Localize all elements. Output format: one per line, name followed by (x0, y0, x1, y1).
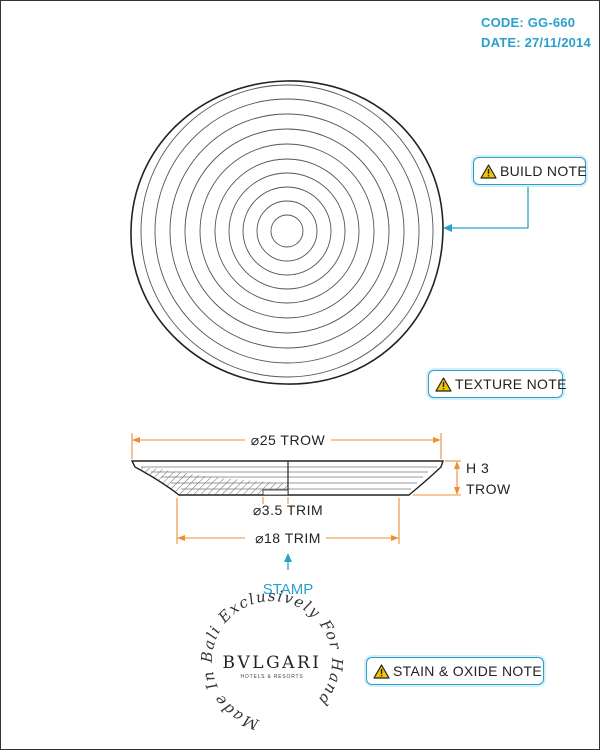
stamp-graphic: Made In Bali Exclusively For Hand BVLGAR… (198, 587, 345, 734)
build-note-label: BUILD NOTE (500, 163, 588, 179)
warning-icon (373, 663, 390, 679)
plate-ring (184, 128, 390, 334)
plate-section-view (130, 460, 444, 496)
stamp-brand: BVLGARI (223, 653, 322, 673)
plate-ring (228, 172, 346, 290)
stamp-leader (284, 553, 292, 570)
concentric-rings (140, 84, 434, 378)
plate-ring (154, 98, 420, 364)
stamp-label: STAMP (263, 581, 314, 598)
plate-ring (169, 113, 405, 349)
build-note-leader (443, 186, 529, 232)
plate-ring (199, 143, 375, 319)
plate-top-view (130, 80, 444, 385)
height-unit-label: TROW (466, 481, 511, 497)
dimension-lines (131, 433, 461, 544)
warning-icon (480, 163, 497, 179)
plate-ring (256, 200, 318, 262)
drawing-code: CODE: GG-660 (481, 15, 576, 30)
stain-oxide-note-label: STAIN & OXIDE NOTE (393, 663, 543, 679)
stain-oxide-note[interactable]: STAIN & OXIDE NOTE (366, 657, 544, 685)
trim-inner-label: ⌀3.5 TRIM (253, 502, 323, 518)
build-note[interactable]: BUILD NOTE (473, 157, 588, 185)
trim-outer-label: ⌀18 TRIM (255, 530, 321, 546)
drawing-date: DATE: 27/11/2014 (481, 35, 591, 50)
plate-ring (214, 158, 360, 304)
top-diameter-label: ⌀25 TROW (251, 432, 326, 448)
section-hatch (135, 467, 288, 495)
plate-ring (270, 214, 304, 248)
height-label: H 3 (466, 460, 489, 476)
warning-icon (435, 376, 452, 392)
plate-outline (130, 80, 444, 385)
texture-note[interactable]: TEXTURE NOTE (428, 370, 566, 398)
stamp-subtitle: HOTELS & RESORTS (241, 674, 304, 680)
plate-ring (140, 84, 434, 378)
section-rib-lines (141, 466, 437, 490)
texture-note-label: TEXTURE NOTE (455, 376, 567, 392)
plate-ring (242, 186, 332, 276)
